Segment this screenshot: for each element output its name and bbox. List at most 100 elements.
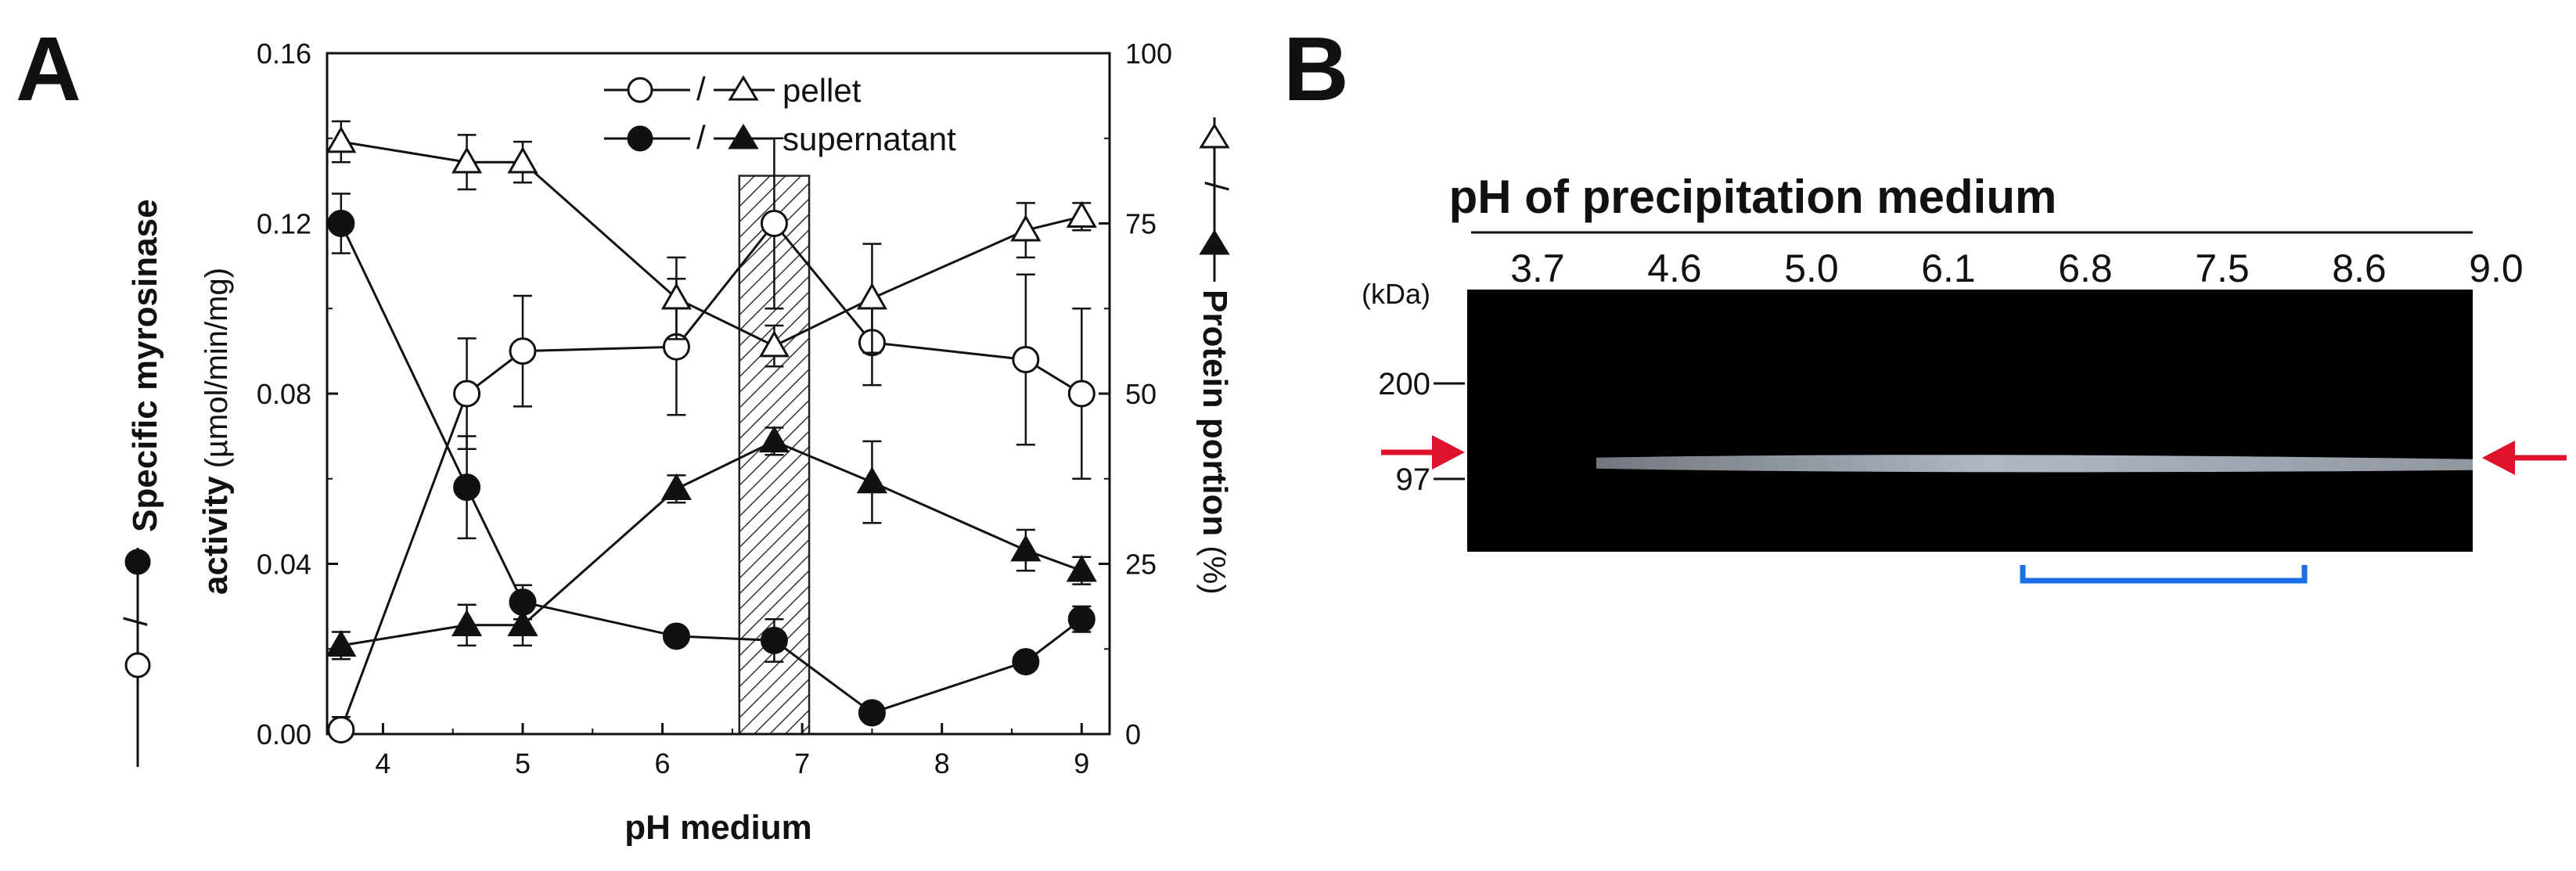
y-tick-label: 0.08 <box>257 378 311 410</box>
y-tick-label: 0.00 <box>257 718 311 750</box>
x-tick-label: 9 <box>1074 747 1089 779</box>
x-tick-label: 8 <box>934 747 950 779</box>
gel-band <box>1596 455 2473 473</box>
lane-label: 8.6 <box>2332 247 2387 290</box>
data-point <box>1066 555 1097 582</box>
lane-label: 9.0 <box>2469 247 2524 290</box>
right-band-arrow-icon <box>2482 441 2567 475</box>
left-band-arrow-icon <box>1381 435 1465 470</box>
data-point <box>1066 200 1097 229</box>
series-line <box>340 440 1082 647</box>
legend: / pellet / supernatant <box>604 70 956 157</box>
y2-tick-label: 50 <box>1125 378 1157 410</box>
legend-pellet-label: pellet <box>783 72 862 109</box>
lane-label: 4.6 <box>1647 247 1702 290</box>
x-axis-ticks: 4 5 6 7 8 9 <box>375 723 1089 779</box>
data-point <box>1067 605 1096 633</box>
lane-label: 6.8 <box>2058 247 2113 290</box>
y2-tick-label: 0 <box>1125 718 1141 750</box>
y2-tick-label: 25 <box>1125 549 1157 581</box>
legend-filled-circle-icon <box>627 125 653 152</box>
y-tick-label: 0.04 <box>257 549 311 581</box>
data-point <box>326 126 357 153</box>
optimal-ph-bracket <box>2020 565 2308 584</box>
data-point <box>453 473 481 502</box>
series-line <box>340 140 1082 347</box>
legend-separator: / <box>696 119 706 156</box>
x-tick-label: 7 <box>794 747 810 779</box>
legend-separator: / <box>696 70 706 107</box>
lane-labels: 3.7 4.6 5.0 6.1 6.8 7.5 8.6 9.0 <box>1510 247 2524 290</box>
x-tick-label: 6 <box>655 747 671 779</box>
data-point <box>856 466 888 494</box>
data-point <box>760 210 788 237</box>
series-line <box>340 221 1083 731</box>
data-point <box>1012 346 1040 373</box>
left-axis-open-circle-icon <box>124 652 151 678</box>
right-axis-open-triangle-icon <box>1199 123 1230 149</box>
y-tick-label: 0.16 <box>257 38 311 70</box>
right-axis-filled-triangle-icon <box>1199 229 1230 255</box>
data-point <box>327 716 355 744</box>
y2-axis-ticks: 0 25 50 75 100 <box>1099 38 1172 750</box>
data-point <box>326 629 357 657</box>
x-tick-label: 5 <box>515 747 531 779</box>
marker-label: 97 <box>1396 462 1431 497</box>
protein-band <box>1596 455 2473 473</box>
data-point <box>1010 534 1042 562</box>
legend-open-triangle-icon <box>728 75 759 101</box>
data-point <box>758 425 790 453</box>
y-axis-ticks: 0.00 0.04 0.08 0.12 0.16 <box>257 38 338 750</box>
legend-supernatant-label: supernatant <box>783 121 956 157</box>
lane-label: 5.0 <box>1784 247 1839 290</box>
right-axis-label-group: / Protein portion(%) <box>1196 117 1235 595</box>
data-point <box>451 609 483 637</box>
legend-pellet: / pellet <box>604 70 862 109</box>
data-point <box>327 210 355 237</box>
left-axis-label-group: / Specific myrosinase activity(µmol/min/… <box>117 199 235 767</box>
right-axis-separator: / <box>1198 182 1235 191</box>
data-point <box>507 609 538 637</box>
data-series <box>326 120 1097 744</box>
data-point <box>453 380 481 408</box>
data-point <box>858 699 886 727</box>
left-axis-label-line1: Specific myrosinase <box>126 199 164 532</box>
data-point <box>1012 648 1040 676</box>
data-point <box>1067 380 1096 408</box>
x-tick-label: 4 <box>375 747 390 779</box>
kda-label: (kDa) <box>1362 278 1430 310</box>
y2-tick-label: 75 <box>1125 208 1157 240</box>
panel-a-letter: A <box>16 18 81 120</box>
series-line <box>340 222 1083 714</box>
plot-frame <box>326 52 1111 736</box>
series-supernatant-protein <box>326 425 1097 660</box>
left-axis-filled-circle-icon <box>124 549 151 575</box>
gel-image <box>1467 290 2473 552</box>
data-point <box>1010 214 1042 242</box>
left-axis-label-line2: activity(µmol/min/mg) <box>196 268 235 595</box>
data-point <box>856 283 888 310</box>
data-point <box>509 337 537 365</box>
bracket-line <box>2020 565 2308 584</box>
x-axis-label: pH medium <box>624 808 812 847</box>
y-tick-label: 0.12 <box>257 208 311 240</box>
legend-open-circle-icon <box>627 77 653 103</box>
lane-label: 3.7 <box>1510 247 1565 290</box>
legend-supernatant: / supernatant <box>604 119 956 157</box>
lane-label: 6.1 <box>1921 247 1976 290</box>
data-point <box>758 330 790 358</box>
data-point <box>660 283 693 310</box>
data-point <box>760 626 788 654</box>
series-pellet-protein <box>326 120 1097 368</box>
data-point <box>660 473 693 501</box>
legend-filled-triangle-icon <box>728 124 759 149</box>
data-point <box>451 146 483 174</box>
data-point <box>507 146 538 174</box>
lane-label: 7.5 <box>2195 247 2250 290</box>
left-axis-separator: / <box>117 617 154 626</box>
molecular-weight-markers: 200 97 <box>1378 367 1465 497</box>
gel-title: pH of precipitation medium <box>1449 171 2057 223</box>
data-point <box>662 622 690 650</box>
y2-tick-label: 100 <box>1125 38 1172 70</box>
